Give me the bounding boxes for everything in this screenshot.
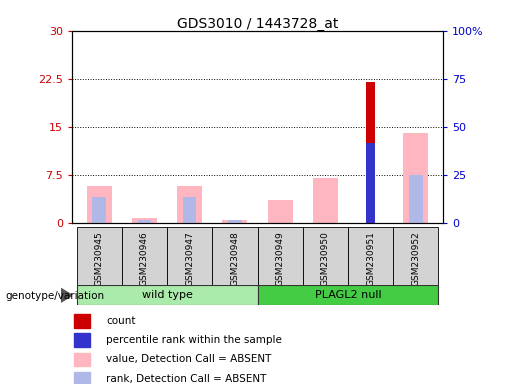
Text: count: count: [106, 316, 135, 326]
Bar: [367, 143, 374, 223]
Bar: [183, 197, 196, 223]
Bar: [212, 227, 258, 286]
Bar: [313, 178, 338, 223]
Text: genotype/variation: genotype/variation: [5, 291, 104, 301]
Text: GSM230951: GSM230951: [366, 231, 375, 286]
Polygon shape: [61, 288, 72, 302]
Bar: [74, 314, 90, 328]
Bar: [177, 185, 202, 223]
Bar: [228, 220, 242, 223]
Text: GSM230950: GSM230950: [321, 231, 330, 286]
Bar: [258, 285, 438, 305]
Bar: [393, 227, 438, 286]
Text: GDS3010 / 1443728_at: GDS3010 / 1443728_at: [177, 17, 338, 31]
Bar: [132, 218, 157, 223]
Bar: [74, 333, 90, 347]
Text: percentile rank within the sample: percentile rank within the sample: [106, 335, 282, 345]
Bar: [74, 353, 90, 366]
Bar: [167, 227, 212, 286]
Bar: [348, 227, 393, 286]
Bar: [258, 227, 303, 286]
Text: wild type: wild type: [142, 290, 193, 300]
Text: GSM230946: GSM230946: [140, 231, 149, 286]
Text: GSM230948: GSM230948: [230, 231, 239, 286]
Text: GSM230949: GSM230949: [276, 231, 285, 286]
Bar: [222, 220, 247, 223]
Bar: [367, 82, 374, 223]
Bar: [93, 197, 106, 223]
Bar: [87, 185, 112, 223]
Bar: [403, 133, 428, 223]
Text: PLAGL2 null: PLAGL2 null: [315, 290, 381, 300]
Text: GSM230947: GSM230947: [185, 231, 194, 286]
Bar: [122, 227, 167, 286]
Bar: [74, 372, 90, 384]
Bar: [77, 227, 122, 286]
Bar: [409, 175, 422, 223]
Text: value, Detection Call = ABSENT: value, Detection Call = ABSENT: [106, 354, 271, 364]
Bar: [77, 285, 258, 305]
Text: rank, Detection Call = ABSENT: rank, Detection Call = ABSENT: [106, 374, 266, 384]
Bar: [268, 200, 293, 223]
Text: GSM230945: GSM230945: [95, 231, 104, 286]
Text: GSM230952: GSM230952: [411, 231, 420, 286]
Bar: [303, 227, 348, 286]
Bar: [138, 220, 151, 223]
